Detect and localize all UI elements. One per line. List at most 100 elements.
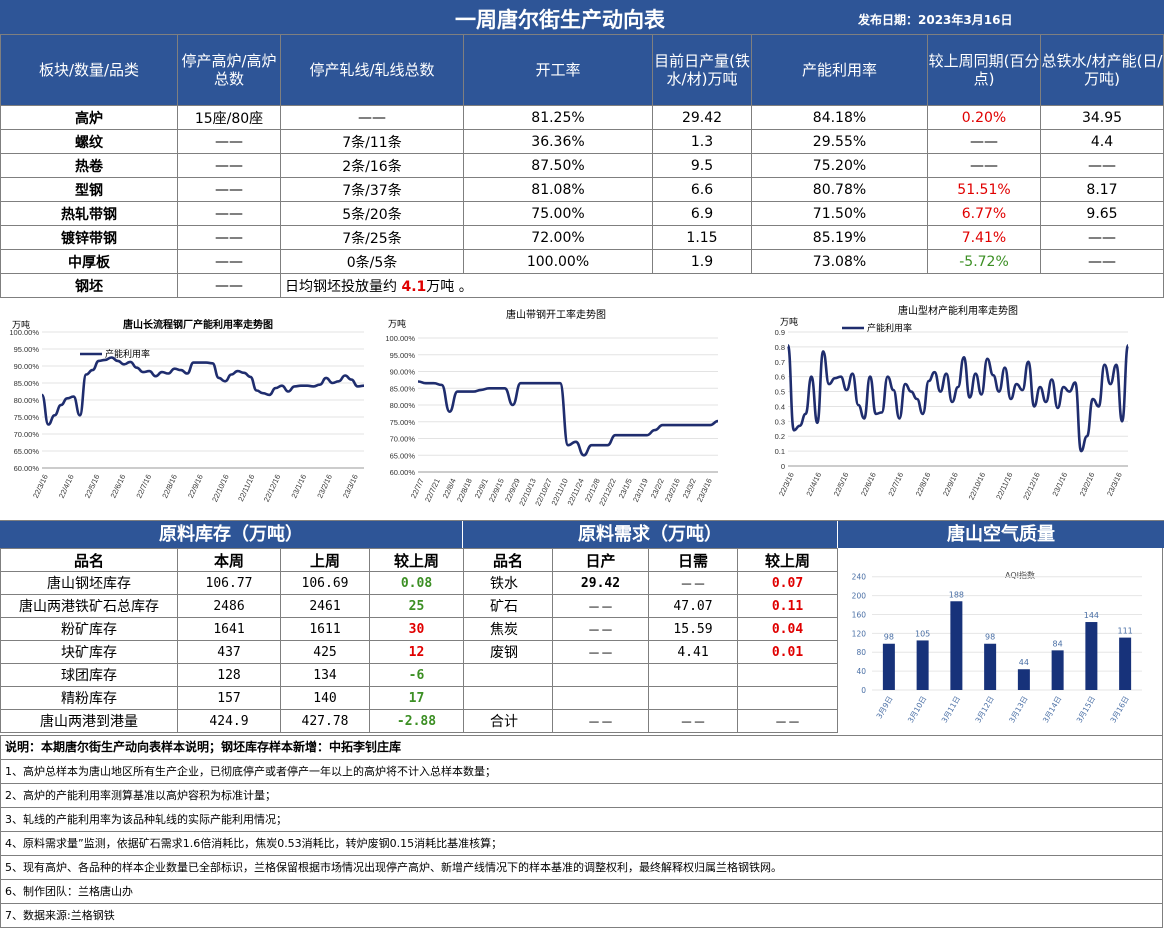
row-util: 85.19%	[751, 225, 928, 250]
row-line: 5条/20条	[280, 201, 464, 226]
y-tick-label: 0	[781, 462, 785, 471]
demand-total-need: －－	[648, 709, 738, 733]
chart-longprocess-util: 100.00% 95.00% 90.00% 85.00% 80.00% 75.00% 70.…	[9, 318, 365, 503]
chart-title: 唐山带钢开工率走势图	[506, 308, 606, 321]
stock-this: 1641	[177, 617, 281, 641]
bar-value-label: 44	[1019, 658, 1029, 667]
row-rate: 100.00%	[463, 249, 653, 274]
header-change: 较上周同期(百分点)	[927, 34, 1041, 106]
stock-this: 424.9	[177, 709, 281, 733]
row-output: 1.3	[652, 129, 752, 154]
x-tick-label: 23/1/5	[617, 477, 634, 500]
demand-prod: －－	[552, 640, 649, 664]
production-table-header: 板块/数量/品类 停产高炉/高炉总数 停产轧线/轧线总数 开工率 目前日产量(铁…	[0, 34, 1164, 106]
row-rate: 81.25%	[463, 105, 653, 130]
x-tick-label: 23/2/16	[1078, 471, 1097, 497]
x-tick-label: 22/12/16	[1021, 471, 1041, 501]
demand-header-chg: 较上周	[737, 548, 838, 572]
series-line	[40, 356, 365, 426]
stock-chg: 17	[369, 686, 464, 710]
header-category: 板块/数量/品类	[0, 34, 178, 106]
y-tick-label: 60.00%	[14, 464, 40, 473]
x-tick-label: 22/7/16	[886, 471, 905, 497]
y-tick-label: 0.1	[775, 447, 785, 456]
x-tick-label: 22/3/16	[31, 473, 50, 499]
y-tick-label: 70.00%	[390, 435, 416, 444]
x-tick-label: 3月16日	[1108, 695, 1130, 725]
y-tick-label: 90.00%	[390, 368, 416, 377]
bar-value-label: 144	[1084, 611, 1099, 620]
chart-title: 唐山型材产能利用率走势图	[898, 304, 1018, 317]
y-tick-label: 85.00%	[14, 379, 40, 388]
y-tick-label: 85.00%	[390, 384, 416, 393]
stock-name: 唐山两港到港量	[0, 709, 178, 733]
stock-name: 粉矿库存	[0, 617, 178, 641]
x-tick-label: 22/6/16	[109, 473, 128, 499]
y-tick-label: 0.9	[775, 328, 785, 337]
stock-header-name: 品名	[0, 548, 178, 572]
x-tick-label: 22/5/16	[83, 473, 102, 499]
row-furnace: ——	[177, 129, 281, 154]
row-line: 7条/11条	[280, 129, 464, 154]
table-row: 型钢 —— 7条/37条 81.08% 6.6 80.78% 51.51% 8.17	[0, 177, 1164, 202]
row-name: 螺纹	[0, 129, 178, 154]
row-name: 钢坯	[0, 273, 178, 298]
demand-chg: 0.07	[737, 571, 838, 595]
table-row: 热轧带钢 —— 5条/20条 75.00% 6.9 71.50% 6.77% 9.65	[0, 201, 1164, 226]
y-tick-label: 65.00%	[14, 447, 40, 456]
bar-value-label: 105	[915, 629, 930, 638]
row-util: 71.50%	[751, 201, 928, 226]
x-tick-label: 3月12日	[973, 695, 995, 725]
demand-prod: －－	[552, 617, 649, 641]
demand-total-prod: －－	[552, 709, 649, 733]
stock-this: 437	[177, 640, 281, 664]
row-furnace: ——	[177, 201, 281, 226]
y-tick-label: 75.00%	[390, 418, 416, 427]
x-tick-label: 23/1/16	[1050, 471, 1069, 497]
stock-name: 唐山两港铁矿石总库存	[0, 594, 178, 618]
y-tick-label: 0.4	[775, 402, 785, 411]
note-line: 7、数据来源:兰格钢铁	[0, 904, 1163, 928]
table-row: 块矿库存 437 425 12 废钢 －－ 4.41 0.01	[0, 640, 838, 664]
row-furnace: ——	[177, 225, 281, 250]
empty-cell	[552, 686, 649, 710]
row-name: 高炉	[0, 105, 178, 130]
demand-prod: －－	[552, 594, 649, 618]
stock-name: 块矿库存	[0, 640, 178, 664]
row-change: 51.51%	[927, 177, 1041, 202]
chart-unit: 万吨	[12, 319, 30, 331]
row-rate: 81.08%	[463, 177, 653, 202]
demand-name: 焦炭	[463, 617, 553, 641]
production-table: 板块/数量/品类 停产高炉/高炉总数 停产轧线/轧线总数 开工率 目前日产量(铁…	[0, 34, 1164, 298]
x-tick-label: 3月10日	[906, 695, 928, 725]
stock-last: 2461	[280, 594, 370, 618]
row-name: 中厚板	[0, 249, 178, 274]
x-tick-label: 22/7/7	[409, 477, 426, 500]
demand-name: 铁水	[463, 571, 553, 595]
note-line: 1、高炉总样本为唐山地区所有生产企业，已彻底停产或者停产一年以上的高炉将不计入总…	[0, 760, 1163, 784]
demand-need: 15.59	[648, 617, 738, 641]
header-capacity: 总铁水/材产能(日/万吨)	[1040, 34, 1164, 106]
aqi-chart-panel: AQI指数 0 40 80 120 160 200 240 98 3月9日 105 3月10日 188 3…	[838, 548, 1163, 735]
chart-unit: 万吨	[780, 316, 798, 328]
row-util: 73.08%	[751, 249, 928, 274]
demand-total-name: 合计	[463, 709, 553, 733]
table-row: 粉矿库存 1641 1611 30 焦炭 －－ 15.59 0.04	[0, 617, 838, 641]
stock-section-title: 原料库存（万吨）	[0, 521, 462, 548]
y-tick-label: 0.3	[775, 417, 785, 426]
note-line: 2、高炉的产能利用率测算基准以高炉容积为标准计量；	[0, 784, 1163, 808]
row-output: 6.9	[652, 201, 752, 226]
aqi-bar	[882, 643, 895, 690]
row-change: -5.72%	[927, 249, 1041, 274]
x-tick-label: 22/6/16	[859, 471, 878, 497]
row-util: 80.78%	[751, 177, 928, 202]
stock-name: 球团库存	[0, 663, 178, 687]
row-capacity: 9.65	[1040, 201, 1164, 226]
stock-demand-table: 品名 本周 上周 较上周 品名 日产 日需 较上周 唐山钢坯库存 106.77 10…	[0, 548, 838, 733]
demand-header-name: 品名	[463, 548, 553, 572]
x-tick-label: 23/1/19	[631, 477, 650, 503]
x-tick-label: 22/4/16	[57, 473, 76, 499]
x-tick-label: 22/8/4	[441, 477, 458, 500]
y-tick-label: 80	[856, 648, 866, 657]
